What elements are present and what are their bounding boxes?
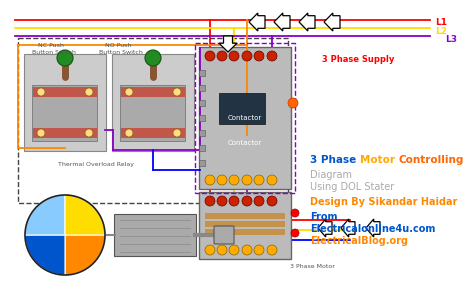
Text: L2: L2 (435, 27, 447, 36)
Circle shape (125, 88, 133, 96)
Polygon shape (121, 87, 185, 97)
Polygon shape (33, 128, 97, 138)
Text: Using DOL Stater: Using DOL Stater (310, 182, 394, 192)
Polygon shape (318, 219, 332, 237)
Circle shape (242, 196, 252, 206)
Text: Electricalonline4u.com: Electricalonline4u.com (310, 224, 436, 234)
Circle shape (125, 129, 133, 137)
Bar (199, 130, 205, 136)
Wedge shape (25, 195, 65, 235)
Text: Diagram: Diagram (310, 170, 352, 180)
Polygon shape (121, 128, 185, 138)
Circle shape (205, 175, 215, 185)
Circle shape (242, 245, 252, 255)
Circle shape (217, 196, 227, 206)
Bar (199, 70, 205, 76)
Polygon shape (274, 13, 290, 31)
Circle shape (217, 245, 227, 255)
Bar (199, 115, 205, 121)
Circle shape (205, 245, 215, 255)
Polygon shape (219, 36, 237, 52)
Text: NO Push: NO Push (105, 43, 131, 48)
Circle shape (173, 129, 181, 137)
Circle shape (288, 98, 298, 108)
Polygon shape (205, 213, 285, 219)
Text: Button Switch: Button Switch (32, 50, 76, 55)
Circle shape (205, 196, 215, 206)
Text: L1: L1 (435, 18, 447, 27)
Polygon shape (205, 229, 285, 235)
Wedge shape (25, 235, 65, 275)
Circle shape (205, 51, 215, 61)
Circle shape (267, 245, 277, 255)
Circle shape (229, 175, 239, 185)
Text: Button Switch: Button Switch (99, 50, 143, 55)
Wedge shape (65, 235, 105, 275)
FancyBboxPatch shape (33, 84, 98, 141)
Text: Thermal Overload Relay: Thermal Overload Relay (58, 162, 134, 167)
Circle shape (291, 229, 299, 237)
Circle shape (57, 50, 73, 66)
Bar (199, 160, 205, 166)
Text: 3 Phase: 3 Phase (310, 155, 360, 165)
Polygon shape (324, 13, 340, 31)
Text: ElectricalBlog.org: ElectricalBlog.org (310, 236, 408, 246)
Text: 3 Phase Supply: 3 Phase Supply (322, 55, 394, 64)
Circle shape (173, 88, 181, 96)
Polygon shape (341, 219, 355, 237)
FancyBboxPatch shape (199, 47, 291, 189)
Circle shape (229, 245, 239, 255)
Text: Design By Sikandar Haidar: Design By Sikandar Haidar (310, 197, 457, 207)
Circle shape (254, 175, 264, 185)
Text: Motor: Motor (360, 155, 399, 165)
Circle shape (267, 51, 277, 61)
Text: Contactor: Contactor (228, 115, 262, 121)
Polygon shape (33, 87, 97, 97)
Circle shape (85, 88, 93, 96)
Text: NC Push: NC Push (38, 43, 64, 48)
Polygon shape (205, 221, 285, 227)
FancyBboxPatch shape (219, 92, 265, 123)
Circle shape (254, 245, 264, 255)
Polygon shape (249, 13, 265, 31)
FancyBboxPatch shape (24, 54, 106, 151)
Circle shape (37, 129, 45, 137)
Circle shape (242, 175, 252, 185)
Bar (199, 85, 205, 91)
FancyBboxPatch shape (199, 192, 291, 259)
Wedge shape (65, 195, 105, 235)
Circle shape (229, 196, 239, 206)
Text: From: From (310, 212, 337, 222)
FancyBboxPatch shape (120, 84, 185, 141)
Circle shape (217, 51, 227, 61)
Circle shape (242, 51, 252, 61)
Circle shape (37, 88, 45, 96)
Text: Contactor: Contactor (228, 140, 262, 146)
Text: L3: L3 (445, 35, 457, 44)
Circle shape (145, 50, 161, 66)
Circle shape (254, 196, 264, 206)
Circle shape (229, 51, 239, 61)
Text: Controlling: Controlling (399, 155, 464, 165)
Text: 3 Phase Motor: 3 Phase Motor (290, 264, 335, 269)
Polygon shape (366, 219, 380, 237)
Polygon shape (299, 13, 315, 31)
Circle shape (267, 175, 277, 185)
Circle shape (291, 209, 299, 217)
Circle shape (254, 51, 264, 61)
Circle shape (85, 129, 93, 137)
FancyBboxPatch shape (214, 226, 234, 244)
Bar (199, 100, 205, 106)
Bar (199, 145, 205, 151)
Circle shape (267, 196, 277, 206)
FancyBboxPatch shape (114, 214, 196, 256)
FancyBboxPatch shape (112, 54, 194, 151)
Circle shape (217, 175, 227, 185)
